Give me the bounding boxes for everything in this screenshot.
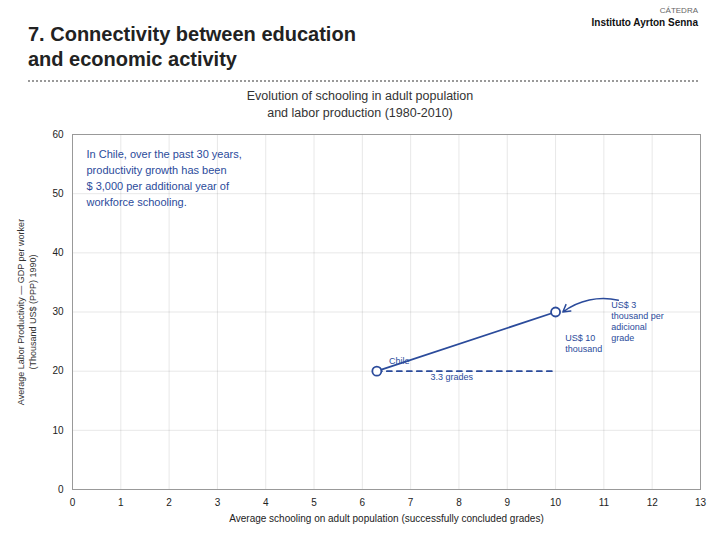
svg-text:10: 10	[52, 424, 64, 435]
html-text:Evolution of schooling in adul: Evolution of schooling in adult populati…	[246, 89, 474, 120]
svg-text:Average Labor Productivity — G: Average Labor Productivity — GDP per wor…	[16, 219, 38, 405]
svg-text:Chile: Chile	[389, 356, 410, 366]
svg-text:2: 2	[166, 496, 172, 507]
svg-text:6: 6	[360, 496, 366, 507]
svg-text:13: 13	[695, 496, 707, 507]
svg-text:5: 5	[311, 496, 317, 507]
svg-text:3: 3	[215, 496, 221, 507]
svg-text:Average schooling on adult pop: Average schooling on adult population (s…	[229, 512, 543, 523]
svg-text:50: 50	[52, 188, 64, 199]
svg-text:11: 11	[599, 496, 610, 507]
svg-text:7: 7	[408, 496, 414, 507]
svg-text:60: 60	[52, 128, 64, 139]
html-text:CÁTEDRA: CÁTEDRA	[659, 6, 698, 15]
svg-text:12: 12	[647, 496, 659, 507]
svg-text:40: 40	[52, 247, 64, 258]
html-text:7. Connectivity between educat: 7. Connectivity between education and ec…	[28, 23, 356, 70]
svg-text:0: 0	[58, 483, 64, 494]
svg-text:US$ 3thousand peradicionalgrad: US$ 3thousand peradicionalgrade	[611, 299, 664, 343]
svg-text:0: 0	[70, 496, 76, 507]
svg-text:9: 9	[504, 496, 510, 507]
svg-text:US$ 10thousand: US$ 10thousand	[565, 332, 602, 353]
html-text:Instituto Ayrton Senna: Instituto Ayrton Senna	[591, 17, 698, 28]
svg-text:8: 8	[456, 496, 462, 507]
svg-text:1: 1	[118, 496, 124, 507]
svg-text:4: 4	[263, 496, 269, 507]
svg-text:3.3 grades: 3.3 grades	[430, 371, 473, 381]
svg-text:In Chile, over the past 30 yea: In Chile, over the past 30 years,product…	[86, 148, 242, 208]
svg-text:20: 20	[52, 365, 64, 376]
svg-text:10: 10	[550, 496, 562, 507]
svg-text:30: 30	[52, 306, 64, 317]
